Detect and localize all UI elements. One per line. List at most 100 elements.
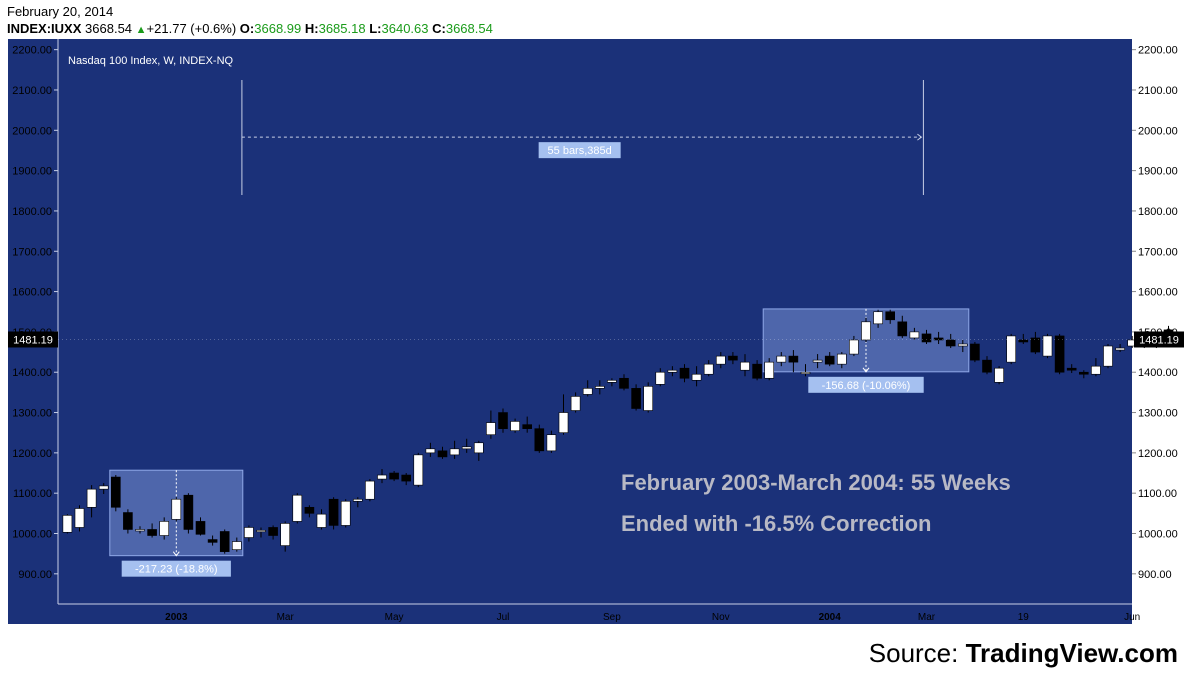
candle-body (607, 379, 617, 383)
range-label: -217.23 (-18.8%) (135, 564, 218, 576)
candle-body (885, 311, 896, 321)
x-tick-label: Jun (1124, 612, 1140, 623)
last-price-tag-left-bg (8, 331, 58, 348)
low-label: L: (369, 21, 382, 36)
candle-body (510, 421, 520, 431)
y-tick-label-right: 1400.00 (1138, 367, 1178, 379)
candle-body (643, 386, 654, 411)
candle-body (1018, 339, 1029, 343)
candle-body (195, 521, 206, 535)
y-tick-label-left: 2000.00 (12, 125, 52, 137)
candle-body (292, 494, 303, 522)
candle-body (389, 472, 399, 480)
candle-body (631, 388, 641, 409)
candle-body (776, 355, 787, 363)
range-label: -156.68 (-10.06%) (822, 380, 911, 392)
chart-title: Nasdaq 100 Index, W, INDEX-NQ (68, 55, 234, 67)
y-tick-label-left: 1700.00 (12, 246, 52, 258)
candle-body (909, 331, 920, 339)
y-tick-label-right: 2000.00 (1138, 125, 1178, 137)
candle-body (570, 396, 581, 411)
y-tick-label-left: 1200.00 (12, 448, 52, 460)
overlay-text-line: February 2003-March 2004: 55 Weeks (621, 470, 1011, 495)
y-tick-label-right: 2200.00 (1138, 45, 1178, 57)
candle-body (461, 446, 472, 450)
candle-body (135, 529, 145, 532)
candle-body (268, 527, 278, 536)
candle-body (473, 442, 484, 454)
candle-body (328, 498, 339, 526)
symbol-label[interactable]: INDEX:IUXX (7, 21, 82, 36)
y-tick-label-left: 1300.00 (12, 408, 52, 420)
candle-body (498, 412, 508, 429)
candle-body (1006, 335, 1017, 363)
y-tick-label-right: 1800.00 (1138, 206, 1178, 218)
up-arrow-icon: ▲ (135, 24, 147, 36)
x-tick-label: Mar (277, 612, 295, 623)
y-tick-label-left: 1900.00 (12, 166, 52, 178)
x-tick-label: Nov (712, 612, 730, 623)
candle-body (123, 512, 133, 530)
candle-body (449, 448, 460, 456)
candle-body (594, 386, 605, 389)
candle-body (534, 428, 545, 452)
candle-body (546, 434, 557, 452)
candle-body (425, 448, 436, 454)
candle-body (256, 529, 266, 533)
down-arrow-icon (172, 551, 180, 557)
candle-body (74, 508, 85, 528)
x-tick-label: 2004 (819, 612, 842, 623)
last-price: 3668.54 (85, 21, 133, 36)
candle-body (1066, 367, 1077, 371)
range-label-bg (121, 560, 231, 577)
span-label: 55 bars,385d (548, 145, 612, 157)
candle-body (921, 333, 932, 343)
candle-body (849, 339, 859, 355)
range-label-bg (808, 376, 924, 393)
candle-body (897, 321, 908, 337)
x-tick-label: Mar (918, 612, 936, 623)
open-value: 3668.99 (254, 21, 302, 36)
candle-body (171, 498, 182, 520)
last-price-tag-right: 1481.19 (1139, 334, 1179, 346)
last-price-tag-left: 1481.19 (13, 334, 53, 346)
candle-body (437, 450, 448, 458)
chart-date: February 20, 2014 (7, 4, 114, 19)
y-tick-label-right: 1100.00 (1138, 488, 1177, 500)
y-tick-label-left: 2200.00 (12, 45, 52, 57)
candle-body (86, 488, 97, 508)
x-tick-label: Sep (603, 612, 621, 623)
y-tick-label-right: 1700.00 (1138, 246, 1178, 258)
candle-body (933, 337, 944, 341)
close-value: 3668.54 (445, 21, 493, 36)
high-label: H: (304, 21, 319, 36)
candle-body (824, 355, 835, 365)
candle-body (740, 361, 750, 371)
plot-background (8, 39, 1132, 624)
candle-body (304, 506, 315, 514)
candle-body (836, 353, 847, 365)
source-brand: TradingView.com (965, 638, 1178, 668)
candle-body (401, 474, 412, 482)
source-prefix: Source: (868, 638, 966, 668)
down-arrow-icon (862, 367, 870, 373)
candle-body (183, 494, 194, 530)
y-tick-label-left: 1000.00 (12, 529, 52, 541)
y-tick-label-right: 900.00 (1138, 569, 1172, 581)
candle-body (667, 369, 678, 373)
candle-body (715, 355, 726, 365)
candle-body (788, 355, 799, 363)
right-arrow-icon (917, 133, 923, 141)
candle-body (1079, 371, 1089, 375)
candle-body (147, 529, 157, 536)
candle-body (159, 521, 169, 536)
candle-body (1042, 335, 1053, 357)
y-tick-label-right: 1300.00 (1138, 408, 1178, 420)
candle-body (244, 527, 254, 538)
y-tick-label-right: 1000.00 (1138, 529, 1178, 541)
y-tick-label-left: 1800.00 (12, 206, 52, 218)
candle-body (1115, 347, 1125, 351)
candle-body (1103, 345, 1113, 367)
candle-body (812, 359, 823, 363)
